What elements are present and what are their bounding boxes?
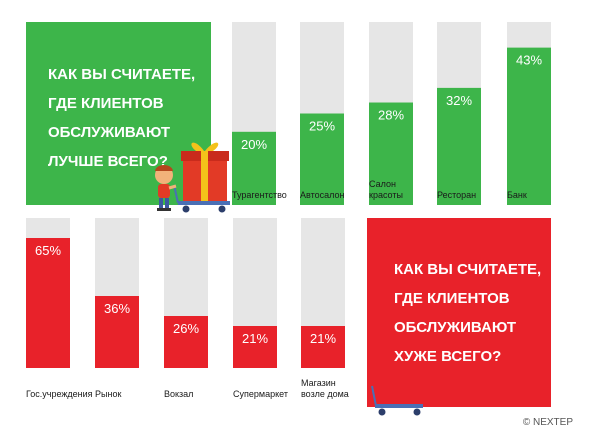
best-bar-category-label: Салон (369, 179, 396, 189)
worst-bar (301, 326, 345, 368)
best-question-text: КАК ВЫ СЧИТАЕТЕ, ГДЕ КЛИЕНТОВ ОБСЛУЖИВАЮ… (48, 60, 195, 176)
best-question-line: ГДЕ КЛИЕНТОВ (48, 95, 164, 112)
worst-question-line: ХУЖЕ ВСЕГО? (394, 348, 502, 365)
worst-bar-category-label: Рынок (95, 389, 121, 399)
worst-question-panel (367, 218, 551, 407)
worst-bar (95, 296, 139, 368)
best-bar-value-label: 20% (241, 137, 267, 152)
worst-bar (26, 238, 70, 368)
best-bar (369, 102, 413, 205)
best-question-line: ОБСЛУЖИВАЮТ (48, 124, 171, 141)
worst-bar-category-label: возле дома (301, 389, 349, 399)
best-bar (507, 47, 551, 206)
worst-bar-category-label: Магазин (301, 378, 336, 388)
best-bar (232, 131, 276, 205)
best-bar-value-label: 43% (516, 53, 542, 68)
worst-question-text: КАК ВЫ СЧИТАЕТЕ, ГДЕ КЛИЕНТОВ ОБСЛУЖИВАЮ… (394, 255, 541, 371)
worst-bar-value-label: 21% (242, 331, 268, 346)
worst-bar-category-label: Супермаркет (233, 389, 288, 399)
best-question-line: ЛУЧШЕ ВСЕГО? (48, 153, 168, 170)
best-question-line: КАК ВЫ СЧИТАЕТЕ, (48, 66, 196, 83)
worst-question-line: КАК ВЫ СЧИТАЕТЕ, (394, 261, 542, 278)
best-bar-category-label: Ресторан (437, 190, 476, 200)
best-bar-value-label: 25% (309, 119, 335, 134)
best-bar-category-label: Автосалон (300, 190, 344, 200)
best-bar (437, 87, 481, 205)
best-bar-value-label: 28% (378, 108, 404, 123)
best-bar-category-label: красоты (369, 190, 403, 200)
worst-bar-category-label: Гос.учреждения (26, 389, 93, 399)
worst-question-line: ОБСЛУЖИВАЮТ (394, 319, 517, 336)
copyright-text: © NEXTEP (522, 417, 573, 428)
worst-bar (233, 326, 277, 368)
worst-bar (164, 316, 208, 368)
worst-bar-category-label: Вокзал (164, 389, 193, 399)
best-bar-category-label: Турагентство (232, 190, 287, 200)
best-bar-category-label: Банк (507, 190, 527, 200)
worst-bar-value-label: 26% (173, 321, 199, 336)
worst-bar-value-label: 65% (35, 243, 61, 258)
worst-bar-value-label: 21% (310, 331, 336, 346)
worst-question-line: ГДЕ КЛИЕНТОВ (394, 290, 510, 307)
empty-cart-icon (371, 385, 423, 416)
best-bar-value-label: 32% (446, 93, 472, 108)
worst-bar-value-label: 36% (104, 301, 130, 316)
boy-pushing-gift-cart-icon (155, 142, 230, 213)
best-bar (300, 113, 344, 205)
best-question-panel (26, 22, 211, 205)
